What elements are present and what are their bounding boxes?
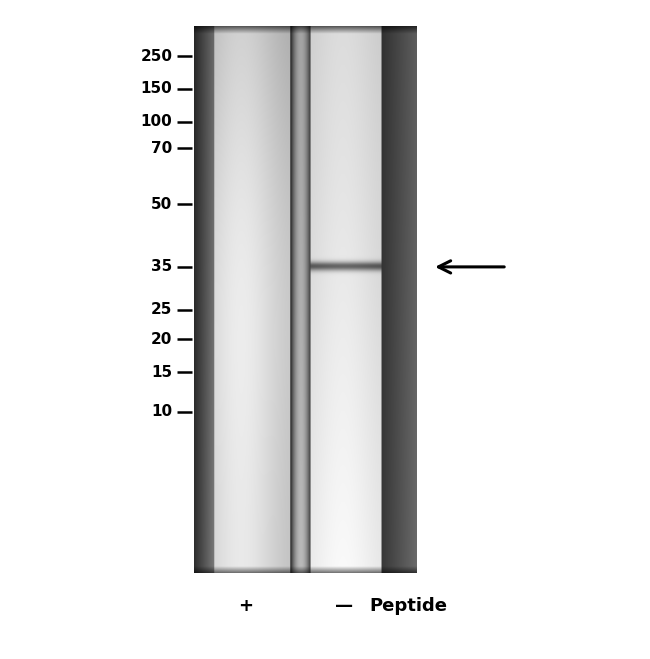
Text: Peptide: Peptide: [369, 597, 447, 616]
Text: —: —: [335, 597, 354, 616]
Text: 20: 20: [151, 332, 172, 347]
Text: 25: 25: [151, 302, 172, 317]
Text: 70: 70: [151, 141, 172, 156]
Text: 10: 10: [151, 405, 172, 419]
Text: 35: 35: [151, 260, 172, 274]
Text: 250: 250: [140, 49, 172, 63]
Text: 50: 50: [151, 197, 172, 212]
Text: +: +: [238, 597, 254, 616]
Text: 15: 15: [151, 365, 172, 380]
Text: 150: 150: [140, 82, 172, 96]
Text: 100: 100: [140, 115, 172, 129]
